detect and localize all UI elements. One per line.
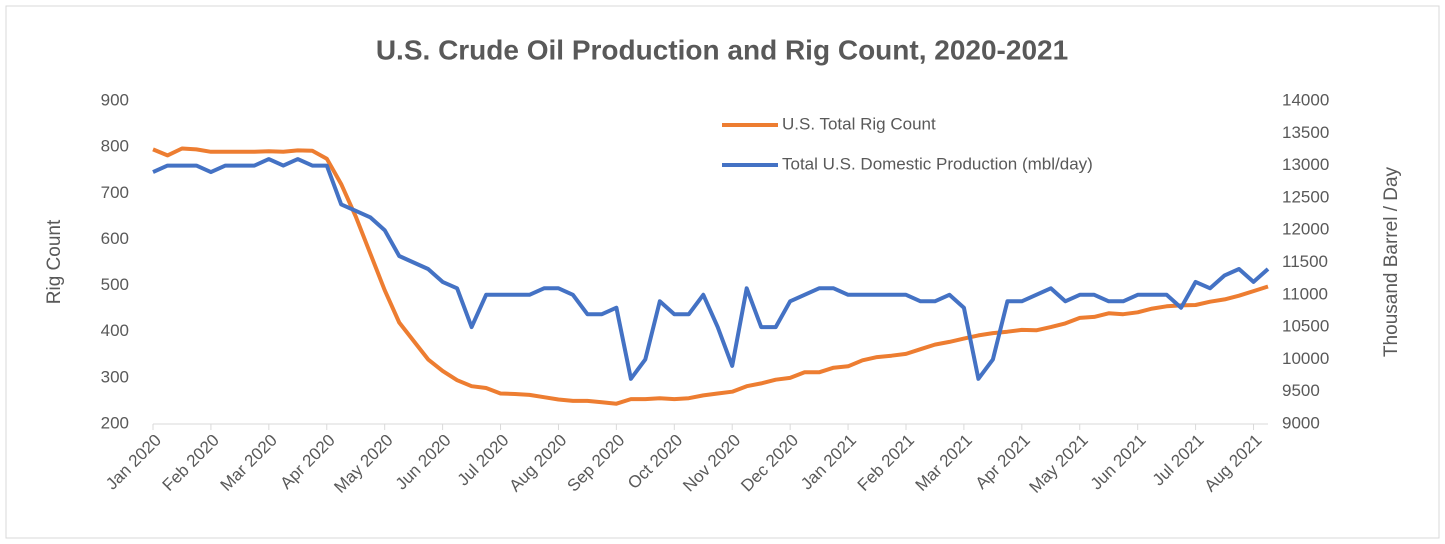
y-tick-label: 900 bbox=[101, 90, 129, 109]
chart-border bbox=[5, 5, 1440, 539]
y2-tick-label: 9000 bbox=[1282, 413, 1320, 432]
y2-tick-label: 11000 bbox=[1282, 284, 1328, 303]
y-tick-label: 200 bbox=[101, 413, 129, 432]
y2-tick-label: 13000 bbox=[1282, 155, 1329, 174]
y2-tick-label: 10500 bbox=[1282, 317, 1329, 336]
legend-label: U.S. Total Rig Count bbox=[782, 114, 936, 133]
y-tick-label: 800 bbox=[101, 137, 129, 156]
y2-tick-label: 13500 bbox=[1282, 123, 1329, 142]
y-tick-label: 500 bbox=[101, 275, 129, 294]
chart-title: U.S. Crude Oil Production and Rig Count,… bbox=[376, 34, 1068, 65]
y2-tick-label: 12000 bbox=[1282, 220, 1329, 239]
series-line bbox=[152, 146, 1269, 406]
y2-tick-label: 12500 bbox=[1282, 187, 1329, 206]
y-tick-label: 700 bbox=[101, 183, 129, 202]
y2-tick-label: 9500 bbox=[1282, 381, 1320, 400]
y2-tick-label: 11500 bbox=[1282, 252, 1328, 271]
y-axis-title: Rig Count bbox=[44, 219, 65, 304]
series-line bbox=[152, 157, 1270, 381]
y2-tick-label: 14000 bbox=[1282, 90, 1329, 109]
y-tick-label: 300 bbox=[101, 367, 129, 386]
y-tick-label: 400 bbox=[101, 321, 129, 340]
y-tick-label: 600 bbox=[101, 229, 129, 248]
legend-label: Total U.S. Domestic Production (mbl/day) bbox=[782, 154, 1093, 173]
y2-axis-title: Thousand Barrel / Day bbox=[1381, 166, 1402, 357]
y2-tick-label: 10000 bbox=[1282, 349, 1329, 368]
